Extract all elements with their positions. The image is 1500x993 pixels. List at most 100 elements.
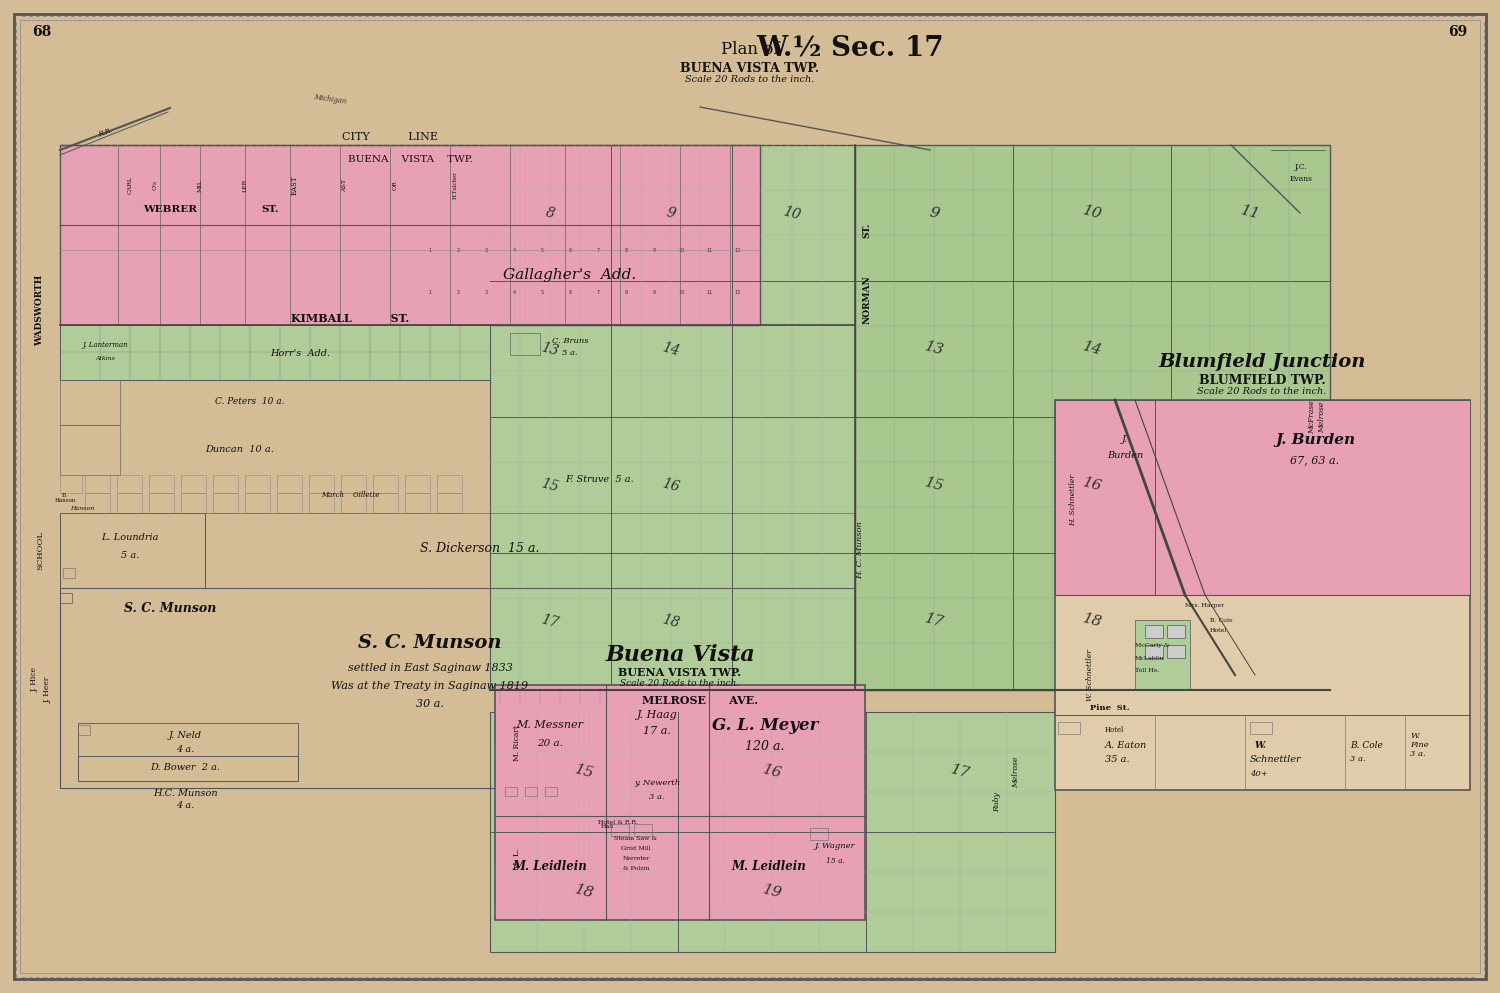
Text: 3 a.: 3 a. bbox=[650, 793, 664, 801]
Bar bbox=[610, 824, 628, 836]
Bar bbox=[374, 475, 398, 493]
Text: R.R.: R.R. bbox=[96, 127, 114, 139]
Text: B. Cole: B. Cole bbox=[1210, 618, 1233, 623]
Text: Scale 20 Rods to the inch.: Scale 20 Rods to the inch. bbox=[621, 679, 740, 688]
Text: 16: 16 bbox=[1082, 476, 1102, 495]
Text: B.
Hanson: B. Hanson bbox=[54, 493, 75, 503]
Text: Hotel: Hotel bbox=[1106, 726, 1125, 734]
Text: 11: 11 bbox=[1239, 204, 1262, 222]
Bar bbox=[182, 475, 206, 493]
Text: Blumfield Junction: Blumfield Junction bbox=[1158, 353, 1365, 371]
Text: BUENA VISTA TWP.: BUENA VISTA TWP. bbox=[618, 667, 741, 678]
Text: Grist Mill: Grist Mill bbox=[621, 845, 651, 850]
Bar bbox=[405, 475, 430, 493]
Bar bbox=[60, 593, 72, 603]
Bar bbox=[60, 588, 855, 788]
Text: 5: 5 bbox=[540, 291, 543, 296]
Text: OR: OR bbox=[393, 180, 398, 190]
Text: 2: 2 bbox=[456, 291, 459, 296]
Text: 13: 13 bbox=[540, 340, 561, 358]
Text: B. Cole: B. Cole bbox=[1350, 741, 1383, 750]
Text: 4: 4 bbox=[513, 247, 516, 252]
Bar bbox=[1054, 400, 1470, 790]
Bar bbox=[78, 725, 90, 735]
Text: Hall: Hall bbox=[602, 823, 613, 828]
Text: WADSWORTH: WADSWORTH bbox=[36, 274, 45, 346]
Text: McCarly &: McCarly & bbox=[1136, 642, 1170, 647]
Bar bbox=[510, 333, 540, 355]
Text: 17 a.: 17 a. bbox=[644, 726, 670, 736]
Text: A. Eaton: A. Eaton bbox=[1106, 741, 1148, 750]
Bar bbox=[544, 787, 556, 796]
Text: 9: 9 bbox=[652, 247, 656, 252]
Text: 3: 3 bbox=[484, 247, 488, 252]
Text: Was at the Treaty in Saginaw 1819: Was at the Treaty in Saginaw 1819 bbox=[332, 681, 528, 691]
Text: 15: 15 bbox=[922, 476, 945, 495]
Bar bbox=[506, 787, 518, 796]
Bar bbox=[634, 824, 652, 836]
Text: 30 a.: 30 a. bbox=[416, 699, 444, 709]
Bar bbox=[340, 475, 366, 493]
Text: 1: 1 bbox=[429, 291, 432, 296]
Text: O's: O's bbox=[153, 180, 158, 190]
Text: Ruby: Ruby bbox=[993, 792, 1002, 812]
Text: 16: 16 bbox=[660, 476, 681, 495]
Text: S. C. Munson: S. C. Munson bbox=[358, 634, 501, 652]
Text: settled in East Saginaw 1833: settled in East Saginaw 1833 bbox=[348, 663, 513, 673]
Text: 11: 11 bbox=[706, 247, 712, 252]
Bar bbox=[78, 756, 298, 814]
Text: BUENA VISTA TWP.: BUENA VISTA TWP. bbox=[681, 62, 819, 74]
Text: M. Ricart: M. Ricart bbox=[513, 725, 520, 761]
Bar bbox=[1136, 620, 1190, 690]
Bar bbox=[213, 493, 238, 513]
Text: McLablin: McLablin bbox=[1136, 655, 1164, 660]
Text: 15: 15 bbox=[573, 763, 596, 781]
Text: 6: 6 bbox=[568, 247, 572, 252]
Text: M. Leidlein: M. Leidlein bbox=[513, 860, 588, 873]
Text: 12: 12 bbox=[735, 247, 741, 252]
Text: J. Hice: J. Hice bbox=[32, 667, 39, 692]
Bar bbox=[182, 493, 206, 513]
Text: 8: 8 bbox=[544, 206, 556, 220]
Text: AST: AST bbox=[342, 179, 348, 192]
Text: Hotel & R.R.: Hotel & R.R. bbox=[598, 819, 638, 824]
Bar bbox=[244, 493, 270, 513]
Text: J.: J. bbox=[1122, 436, 1128, 445]
Text: 4 a.: 4 a. bbox=[176, 801, 194, 810]
Text: C. Bruns: C. Bruns bbox=[552, 337, 588, 345]
Text: 17: 17 bbox=[950, 763, 970, 781]
Text: MELROSE      AVE.: MELROSE AVE. bbox=[642, 694, 758, 705]
Text: 19: 19 bbox=[760, 883, 783, 902]
Bar bbox=[309, 493, 334, 513]
Text: 35 a.: 35 a. bbox=[1106, 756, 1130, 765]
Bar bbox=[1144, 625, 1162, 638]
Text: F. Struve  5 a.: F. Struve 5 a. bbox=[566, 476, 634, 485]
Bar bbox=[86, 475, 109, 493]
Text: Hotel: Hotel bbox=[1210, 628, 1227, 633]
Text: H. C. Munson: H. C. Munson bbox=[856, 521, 864, 579]
Bar bbox=[1058, 722, 1080, 734]
Bar bbox=[525, 787, 537, 796]
Text: J. Wagner: J. Wagner bbox=[815, 842, 855, 850]
Text: Buena Vista: Buena Vista bbox=[604, 644, 754, 666]
Text: 13: 13 bbox=[922, 340, 945, 358]
Text: J. Burden: J. Burden bbox=[1275, 433, 1354, 447]
Text: 5: 5 bbox=[540, 247, 543, 252]
Bar bbox=[148, 475, 174, 493]
Bar bbox=[60, 325, 491, 380]
Text: 40+: 40+ bbox=[1250, 770, 1268, 778]
Text: 10: 10 bbox=[680, 291, 686, 296]
Text: SCHOOL: SCHOOL bbox=[36, 530, 44, 570]
Text: 5 a.: 5 a. bbox=[122, 550, 140, 559]
Text: 4: 4 bbox=[513, 291, 516, 296]
Bar bbox=[60, 380, 120, 425]
Text: D. Bower  2 a.: D. Bower 2 a. bbox=[150, 764, 220, 773]
Text: 18: 18 bbox=[1082, 612, 1102, 631]
Text: & Polzin: & Polzin bbox=[622, 866, 650, 871]
Text: Horr's  Add.: Horr's Add. bbox=[270, 349, 330, 357]
Text: 14: 14 bbox=[660, 340, 681, 358]
Bar bbox=[60, 475, 82, 493]
Text: W. Schnettler: W. Schnettler bbox=[1086, 649, 1094, 701]
Text: 17: 17 bbox=[540, 612, 561, 630]
Text: J. Neld: J. Neld bbox=[168, 732, 201, 741]
